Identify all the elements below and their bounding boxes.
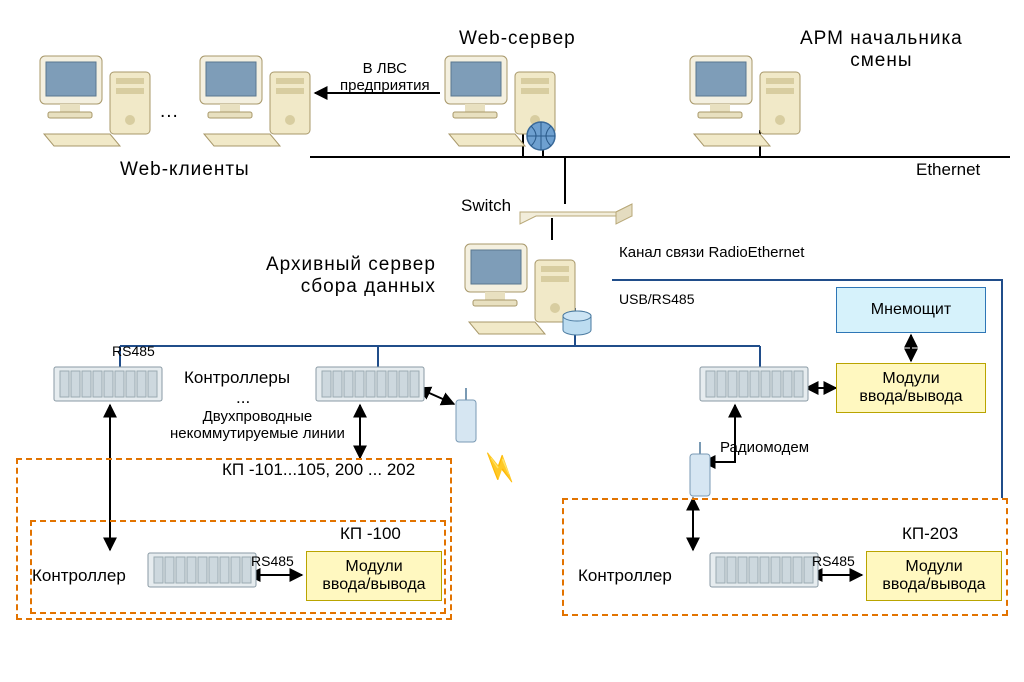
label-dots: ... [236,388,250,408]
label-controller-b: Контроллер [578,566,672,586]
label-web-clients: Web-клиенты [120,159,250,181]
label-arm: АРМ начальникасмены [800,28,963,72]
label-controller-a: Контроллер [32,566,126,586]
label-radio-eth: Канал связи RadioEthernet [619,244,804,261]
node-pc_client1 [40,56,150,146]
node-ctrl_c [700,367,808,401]
label-kp203: КП-203 [902,524,958,544]
label-archive: Архивный серверсбора данных [266,254,436,298]
label-kp100: КП -100 [340,524,401,544]
label-web-server: Web-сервер [459,28,576,50]
label-ellipsis: ... [160,101,179,123]
node-switch [520,204,632,224]
mnemo-box: Мнемощит [836,287,986,333]
label-radiomodem: Радиомодем [720,439,809,456]
label-controllers: Контроллеры [184,368,290,388]
node-pc_client2 [200,56,310,146]
node-ctrl_a [54,367,162,401]
node-pc_archive [465,244,591,335]
node-ctrl_b [316,367,424,401]
label-two-wire: Двухпроводныенекоммутируемые линии [170,408,345,443]
io-module-a: Модуливвода/вывода [306,551,442,601]
io-module-b: Модуливвода/вывода [866,551,1002,601]
io-module-top: Модуливвода/вывода [836,363,986,413]
label-rs485-b: RS485 [812,553,855,569]
node-ap [456,388,476,442]
label-switch: Switch [461,196,511,216]
label-ethernet: Ethernet [916,160,980,180]
label-to-lan: В ЛВСпредприятия [340,60,430,95]
label-rs485-a: RS485 [251,553,294,569]
node-rmodem [690,442,710,496]
label-usb-rs485: USB/RS485 [619,291,694,307]
node-pc_web [445,56,555,150]
node-pc_arm [690,56,800,146]
label-kp-range: КП -101...105, 200 ... 202 [222,460,415,480]
label-rs485-left: RS485 [112,343,155,359]
